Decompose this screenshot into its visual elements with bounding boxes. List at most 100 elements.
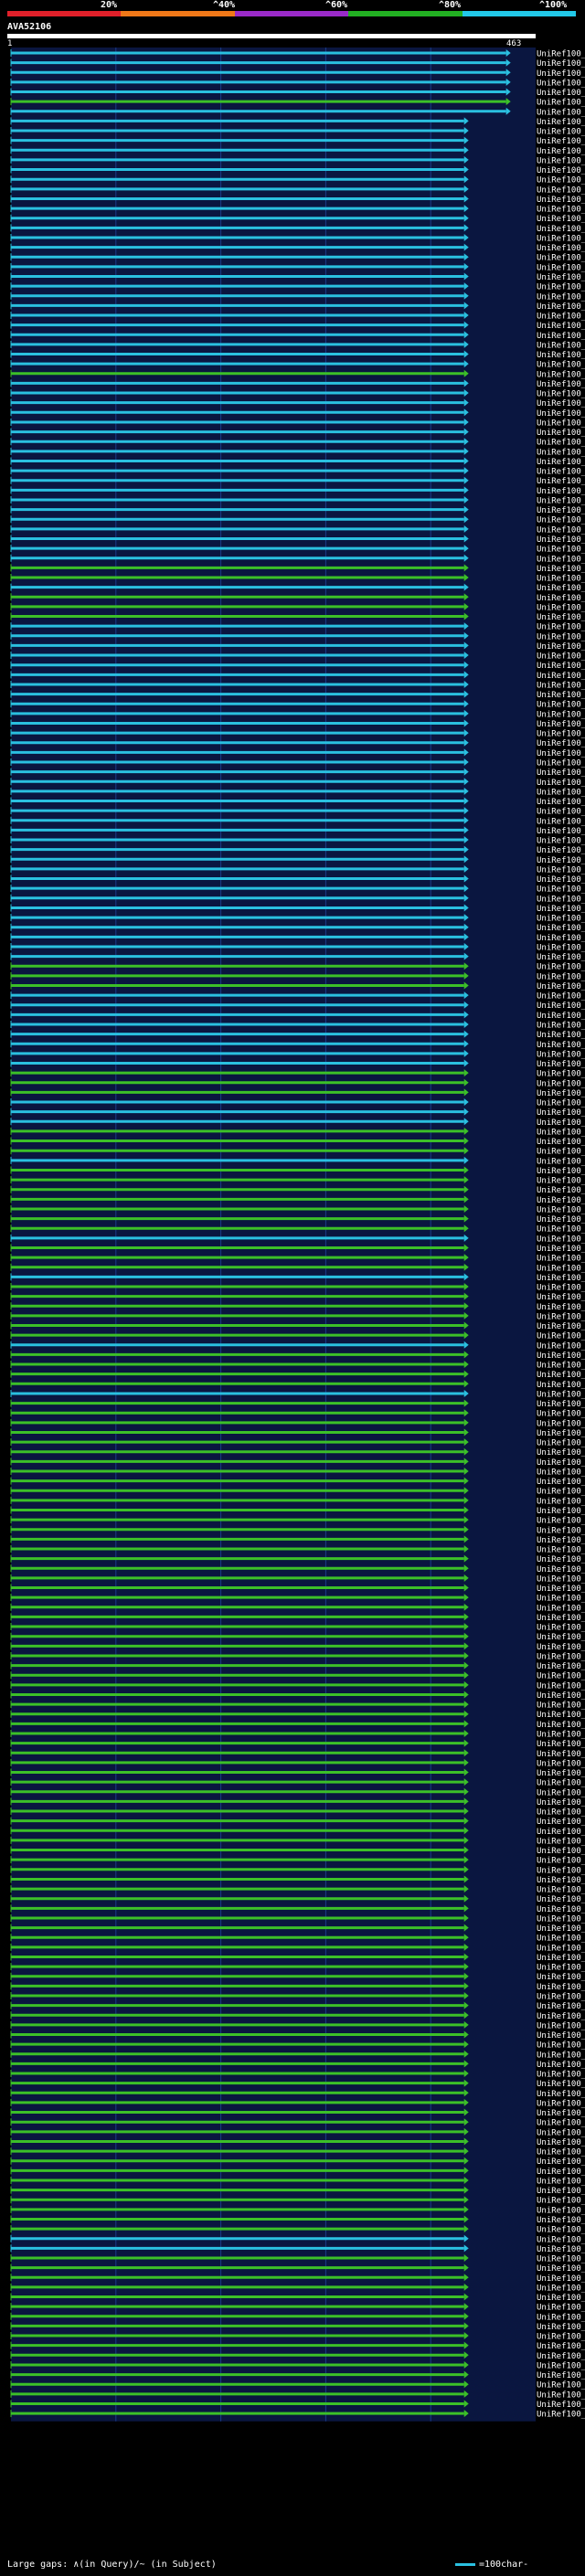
hit-label[interactable]: UniRef100_Q5QDW5: [537, 448, 585, 457]
hit-label[interactable]: UniRef100_Q6C7R7: [537, 1555, 585, 1564]
hit-label[interactable]: UniRef100_Q6CTD9: [537, 2264, 585, 2274]
hit-label[interactable]: UniRef100_C4QI60: [537, 2071, 585, 2080]
hit-row[interactable]: UniRef100_C5DDW6: [10, 1632, 585, 1643]
hit-row[interactable]: UniRef100_UP1000...: [10, 2127, 585, 2138]
hit-label[interactable]: UniRef100_Q59Z89: [537, 313, 585, 322]
hit-label[interactable]: UniRef100_Q7ZU10: [537, 225, 585, 234]
hit-label[interactable]: UniRef100_A2QRE4: [537, 2041, 585, 2051]
hit-row[interactable]: UniRef100_UP1000...: [10, 1001, 585, 1012]
hit-row[interactable]: UniRef100_P06895: [10, 545, 585, 555]
hit-row[interactable]: UniRef100_A6S353: [10, 69, 585, 79]
hit-label[interactable]: UniRef100_A6GNK1: [537, 1284, 585, 1293]
hit-row[interactable]: UniRef100_A9ZIT8: [10, 331, 585, 341]
hit-row[interactable]: UniRef100_B6TYP7: [10, 574, 585, 584]
hit-label[interactable]: UniRef100_Q0P1Y0: [537, 1652, 585, 1661]
hit-label[interactable]: UniRef100_Q6BSU2: [537, 1983, 585, 1992]
hit-row[interactable]: UniRef100_B8M2C6: [10, 2380, 585, 2390]
hit-row[interactable]: UniRef100_O74306: [10, 1584, 585, 1595]
hit-row[interactable]: UniRef100_A7S119: [10, 914, 585, 924]
hit-row[interactable]: UniRef100_UP1000...: [10, 1263, 585, 1274]
hit-row[interactable]: UniRef100_C4R0D6: [10, 2147, 585, 2157]
hit-label[interactable]: UniRef100_A5ADR2: [537, 963, 585, 972]
hit-row[interactable]: UniRef100_B2VWP7: [10, 1040, 585, 1050]
hit-label[interactable]: UniRef100_P49405: [537, 1604, 585, 1613]
hit-row[interactable]: UniRef100_B7FJ05: [10, 1059, 585, 1070]
hit-row[interactable]: UniRef100_C3YPO8: [10, 2410, 585, 2420]
hit-row[interactable]: UniRef100_A9UT63: [10, 1710, 585, 1721]
hit-label[interactable]: UniRef100_A7TK05: [537, 1691, 585, 1701]
hit-row[interactable]: UniRef100_C5NG42: [10, 1749, 585, 1759]
hit-row[interactable]: UniRef100_Q9VYW6: [10, 476, 585, 487]
hit-label[interactable]: UniRef100_Q44248: [537, 856, 585, 865]
hit-row[interactable]: UniRef100_C1BMG2: [10, 864, 585, 875]
hit-row[interactable]: UniRef100_P15126: [10, 205, 585, 215]
hit-row[interactable]: UniRef100_B7ZDE4: [10, 117, 585, 127]
hit-row[interactable]: UniRef100_Q6BSU2: [10, 1982, 585, 1992]
hit-label[interactable]: UniRef100_Q6UNT1: [537, 632, 585, 641]
hit-row[interactable]: UniRef100_C4JW45: [10, 807, 585, 817]
hit-row[interactable]: UniRef100_Q0DG23: [10, 1934, 585, 1944]
hit-label[interactable]: UniRef100_UP1000...: [537, 1245, 585, 1254]
hit-label[interactable]: UniRef100_UP1000...: [537, 2128, 585, 2137]
hit-label[interactable]: UniRef100_Q6EE92: [537, 1624, 585, 1633]
hit-label[interactable]: UniRef100_B7ZE94: [537, 584, 585, 593]
hit-label[interactable]: UniRef100_C1EDM7: [537, 128, 585, 137]
hit-label[interactable]: UniRef100_Q207D4: [537, 1924, 585, 1934]
hit-label[interactable]: UniRef100_A7TZ37: [537, 1148, 585, 1157]
hit-label[interactable]: UniRef100_B3RNF8: [537, 1205, 585, 1214]
hit-row[interactable]: UniRef100_C3ZTF1: [10, 107, 585, 118]
hit-row[interactable]: UniRef100_C5ZUS2: [10, 797, 585, 808]
hit-row[interactable]: UniRef100_UP1000...: [10, 1758, 585, 1769]
hit-label[interactable]: UniRef100_A7QHP1: [537, 1332, 585, 1341]
hit-label[interactable]: UniRef100_C5ZUS2: [537, 798, 585, 807]
hit-label[interactable]: UniRef100_UP1000...: [537, 254, 585, 263]
hit-row[interactable]: UniRef100_C4WZC7: [10, 136, 585, 147]
hit-label[interactable]: UniRef100_C7NZW1: [537, 972, 585, 981]
hit-label[interactable]: UniRef100_Q4DE27: [537, 1866, 585, 1875]
hit-label[interactable]: UniRef100_A7HPX9: [537, 2080, 585, 2089]
hit-row[interactable]: UniRef100_A6SL66: [10, 1894, 585, 1905]
hit-label[interactable]: UniRef100_C1BMG2: [537, 865, 585, 875]
hit-label[interactable]: UniRef100_B6S5F0: [537, 2235, 585, 2244]
hit-label[interactable]: UniRef100_P52822: [537, 1595, 585, 1604]
hit-label[interactable]: UniRef100_Q8GEP6: [537, 1507, 585, 1516]
hit-label[interactable]: UniRef100_B4JQI9: [537, 827, 585, 836]
hit-row[interactable]: UniRef100_UP1000...: [10, 894, 585, 905]
hit-row[interactable]: UniRef100_P49227: [10, 1214, 585, 1225]
hit-row[interactable]: UniRef100_A5E640: [10, 1836, 585, 1847]
hit-label[interactable]: UniRef100_Q6CRR9: [537, 1546, 585, 1555]
hit-row[interactable]: UniRef100_Q1J5D8: [10, 1302, 585, 1312]
hit-row[interactable]: UniRef100_C5FRF4: [10, 2030, 585, 2041]
hit-label[interactable]: UniRef100_B2B0G2: [537, 2021, 585, 2030]
hit-row[interactable]: UniRef100_Q9W5R8: [10, 554, 585, 565]
hit-row[interactable]: UniRef100_Q3SHU5: [10, 1156, 585, 1167]
hit-label[interactable]: UniRef100_O74306: [537, 1585, 585, 1594]
hit-row[interactable]: UniRef100_C6HT62: [10, 2293, 585, 2304]
hit-row[interactable]: UniRef100_C4JKG9: [10, 2400, 585, 2410]
hit-label[interactable]: UniRef100_Q3SHU5: [537, 1157, 585, 1166]
hit-row[interactable]: UniRef100_Q6XIN1: [10, 505, 585, 516]
hit-label[interactable]: UniRef100_A7R4R2: [537, 1225, 585, 1235]
hit-row[interactable]: UniRef100_C4Q6E8: [10, 1913, 585, 1924]
hit-row[interactable]: UniRef100_B9IAZ4: [10, 1011, 585, 1021]
hit-row[interactable]: UniRef100_Q2N159: [10, 1827, 585, 1837]
hit-row[interactable]: UniRef100_Q8L4L4: [10, 1088, 585, 1098]
hit-label[interactable]: UniRef100_P47962: [537, 779, 585, 788]
hit-row[interactable]: UniRef100_A7TK05: [10, 1691, 585, 1701]
hit-label[interactable]: UniRef100_B2WID9: [537, 2352, 585, 2361]
hit-label[interactable]: UniRef100_A5E6G8: [537, 1614, 585, 1623]
hit-label[interactable]: UniRef100_A9TXS7: [537, 1439, 585, 1448]
hit-row[interactable]: UniRef100_A6GNK1: [10, 1283, 585, 1293]
hit-row[interactable]: UniRef100_Q7PL67: [10, 816, 585, 827]
hit-label[interactable]: UniRef100_B6RB96: [537, 1341, 585, 1351]
hit-label[interactable]: UniRef100_C3ZTF1: [537, 108, 585, 117]
hit-label[interactable]: UniRef100_B4LQD5: [537, 341, 585, 350]
hit-label[interactable]: UniRef100_C1BF17: [537, 905, 585, 914]
hit-label[interactable]: UniRef100_Q3UB59: [537, 749, 585, 758]
hit-label[interactable]: UniRef100_Q9W5R8: [537, 555, 585, 564]
hit-label[interactable]: UniRef100_A0MF55: [537, 50, 585, 59]
hit-row[interactable]: UniRef100_Q6CRR9: [10, 1545, 585, 1555]
hit-label[interactable]: UniRef100_B7PF38: [537, 885, 585, 895]
hit-label[interactable]: UniRef100_B0NR13: [537, 1128, 585, 1137]
hit-row[interactable]: UniRef100_UP1000...: [10, 612, 585, 623]
